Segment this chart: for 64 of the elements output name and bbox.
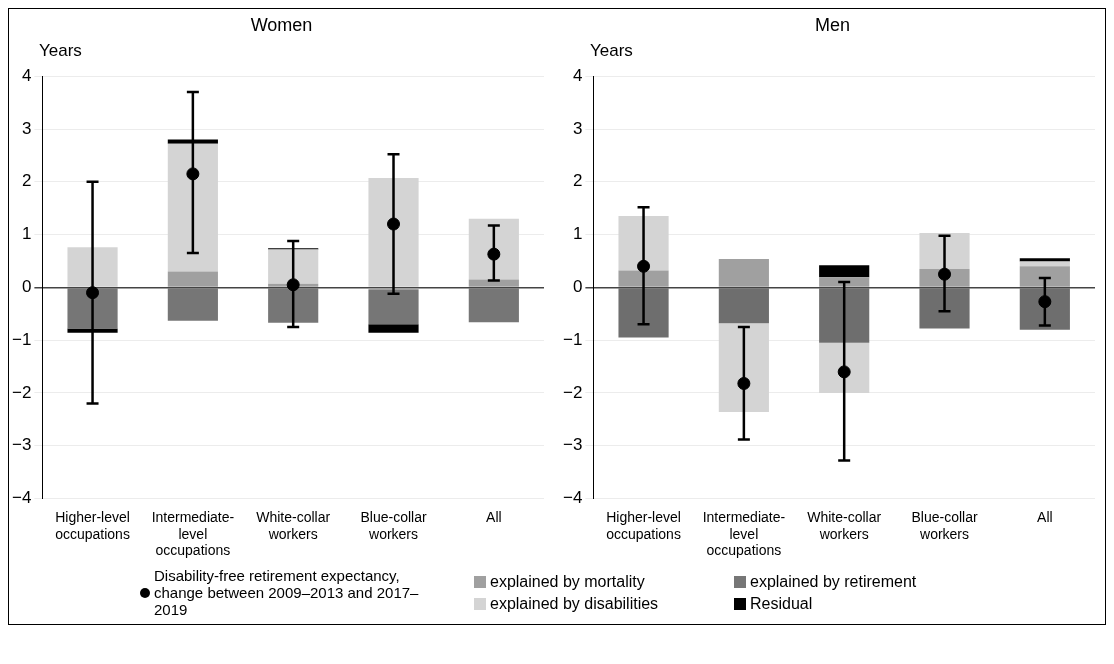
bar [167,271,218,287]
bar [718,288,769,324]
bar [819,265,870,278]
y-axis-title: Years [38,41,83,62]
bar [618,288,669,338]
y-tick-label: 0 [572,277,583,297]
chart-title: Men [814,15,851,37]
y-tick-label: 1 [572,224,583,244]
bar [368,290,419,325]
bar [368,178,419,287]
bar [919,233,970,269]
bar [1019,258,1070,262]
y-tick-label: 2 [21,171,32,191]
bar [268,249,319,284]
x-tick-label: Blue-collar workers [360,508,427,542]
bar [819,277,870,287]
y-tick-label: 4 [572,65,583,85]
legend-label: explained by retirement [750,572,917,591]
bar [468,279,519,287]
y-tick-label: −4 [562,488,583,508]
bar [819,342,870,393]
y-tick-label: 1 [21,224,32,244]
bar [67,247,118,287]
y-axis-title: Years [589,41,634,62]
y-tick-label: 3 [21,118,32,138]
legend-label: Disability-free retirement expectancy, change between 2009–2013 and 2017–2019 [154,567,420,618]
x-tick-label: Higher-level occupations [55,508,130,542]
x-tick-label: White-collar workers [256,508,331,542]
bar [368,324,419,333]
y-tick-label: −1 [562,329,583,349]
y-tick-label: 4 [21,65,32,85]
bar [919,288,970,329]
legend-label: Residual [750,594,813,613]
x-tick-label: Intermediate-level occupations [702,508,786,559]
y-tick-label: −4 [11,488,32,508]
y-tick-label: −1 [11,329,32,349]
y-tick-label: 0 [21,277,32,297]
y-tick-label: −3 [11,435,32,455]
x-tick-label: All [1037,508,1053,525]
bar [167,288,218,321]
chart-title: Women [249,15,314,37]
y-tick-label: 2 [572,171,583,191]
x-tick-label: All [486,508,502,525]
bar [618,216,669,271]
legend-label: explained by disabilities [490,594,659,613]
y-tick-label: −3 [562,435,583,455]
y-tick-label: −2 [562,382,583,402]
bar [468,218,519,280]
bar [718,258,769,287]
x-tick-label: Higher-level occupations [606,508,681,542]
bar [167,143,218,272]
x-tick-label: Blue-collar workers [911,508,978,542]
y-tick-label: −2 [11,382,32,402]
y-tick-label: 3 [572,118,583,138]
legend-label: explained by mortality [490,572,645,591]
bar [718,323,769,413]
bar [618,270,669,287]
bar [819,288,870,343]
bar [1019,266,1070,287]
bar [268,288,319,323]
bar [468,288,519,323]
bar [67,288,118,329]
x-tick-label: White-collar workers [807,508,882,542]
x-tick-label: Intermediate-level occupations [151,508,235,559]
